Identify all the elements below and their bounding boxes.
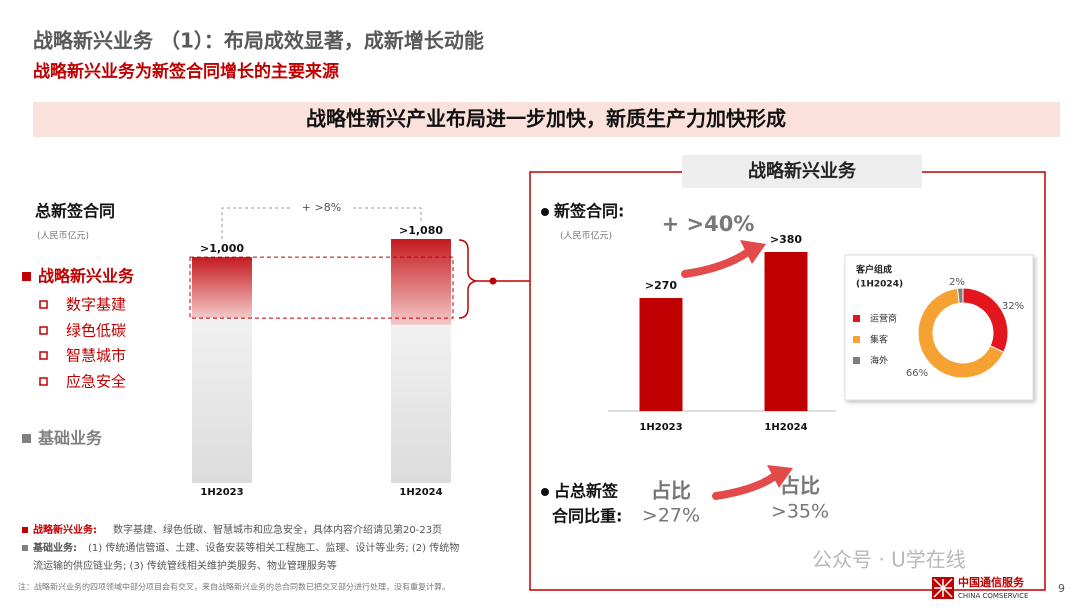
sub-item: 绿色低碳 [66,322,126,340]
logo-en: CHINA COMSERVICE [958,592,1028,600]
footnote-term: 基础业务: [32,541,77,554]
bar-segment [391,324,451,483]
pie-label: 32% [1002,301,1024,312]
brace [458,239,477,319]
value-label: >270 [645,279,678,292]
footnote: (1) 传统通信管道、土建、设备安装等相关工程施工、监理、设计等业务; (2) … [88,541,459,554]
legend-entry: 战略新兴业务 [38,267,135,286]
unit: (人民币亿元) [560,230,612,242]
unit: (人民币亿元) [37,230,89,242]
bar [764,252,808,411]
annotation: + >40% [662,212,755,236]
footnote: 流运输的供应链业务; (3) 传统管线相关维护类服务、物业管理服务等 [33,559,337,572]
share-value: >27% [642,505,700,527]
sub-item: 数字基建 [66,296,126,314]
tab-bg [682,155,922,188]
logo-cn: 中国通信服务 [958,575,1025,589]
total-label: >1,000 [200,242,244,255]
footnote: 数字基建、绿色低碳、智慧城市和应急安全，具体内容介绍请见第20-23页 [113,523,442,536]
pie-label: 66% [906,368,928,379]
banner-bg [33,102,1060,137]
contracts-label: 新签合同: [554,202,624,221]
value-label: >380 [770,233,803,246]
title: 战略新兴业务 （1）：布局成效显著，成新增长动能 [33,29,484,53]
footnote-term: 战略新兴业务: [33,523,97,536]
watermark: 公众号 · U学在线 [812,548,966,572]
pie-slice [917,287,1005,379]
pie-slice [956,287,964,304]
bullet [541,208,549,216]
left-title: 总新签合同 [35,202,115,221]
growth-bracket [221,207,422,240]
banner: 战略性新兴产业布局进一步加快，新质生产力加快形成 [306,107,786,131]
legend-entry: 集客 [870,334,888,346]
bullet [541,488,549,496]
arrow-head [767,465,793,488]
bullet [22,545,28,551]
share-label: 合同比重: [552,507,622,526]
subtitle: 战略新兴业务为新签合同增长的主要来源 [33,61,339,82]
bar [639,298,683,411]
page-number: 9 [1058,582,1065,595]
dashed-band [189,256,454,319]
total-label: >1,080 [399,224,443,237]
sub-item: 应急安全 [66,373,126,391]
share-title: 占比 [651,479,691,503]
bar-segment [391,239,451,325]
sub-item: 智慧城市 [66,347,126,365]
pie-title: 客户组成 [855,264,892,276]
legend-entry: 运营商 [870,313,897,325]
pie-label: 2% [949,277,965,288]
x-tick-label: 1H2023 [639,422,682,433]
bullet [22,434,31,443]
legend-swatch [853,336,860,343]
legend-entry: 海外 [870,355,888,367]
bar-segment [192,257,252,319]
sub-bullets [39,300,48,386]
arrow [681,248,752,278]
x-tick-label: 1H2024 [399,487,442,498]
bullet [22,272,31,281]
note: 注：战略新兴业务的四项领域中部分项目会有交叉，来自战略新兴业务的总合同数已把交叉… [18,582,450,592]
x-tick-label: 1H2024 [764,422,807,433]
x-tick-label: 1H2023 [200,487,243,498]
pie-title: (1H2024) [856,280,903,290]
legend-entry: 基础业务 [37,429,103,448]
arrow-head [740,240,766,264]
share-title: 占比 [780,474,820,498]
bar-segment [192,318,252,483]
logo-mark [932,577,954,599]
share-value: >35% [771,501,829,523]
legend-swatch [853,357,860,364]
tab-title: 战略新兴业务 [748,160,857,182]
bullet [22,527,28,533]
share-label: 占总新签 [554,482,619,501]
connector-dot [489,277,497,285]
legend-swatch [853,315,860,322]
annotation-bg [292,200,352,216]
annotation: + >8% [302,201,341,214]
arrow [712,472,779,500]
